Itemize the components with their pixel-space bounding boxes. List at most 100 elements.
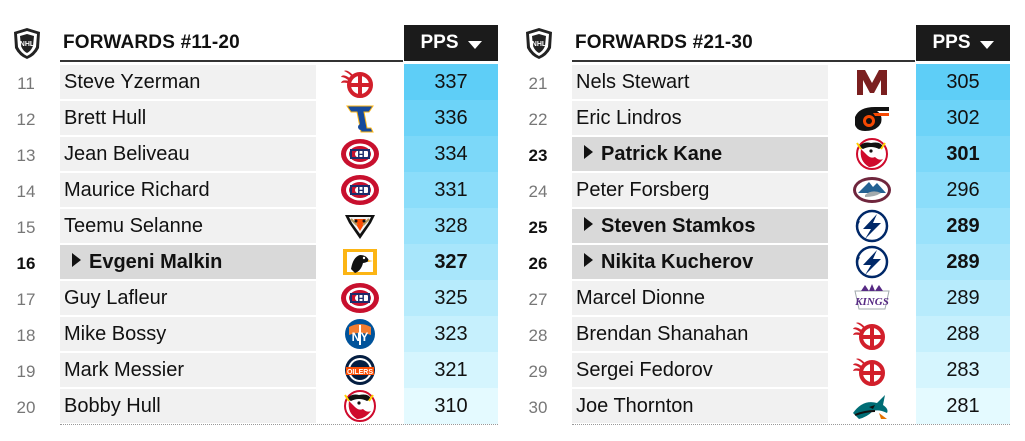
player-name-cell: Mark Messier bbox=[60, 353, 316, 387]
rank-number: 26 bbox=[528, 254, 548, 273]
player-row[interactable]: 13 Jean Beliveau H 334 bbox=[0, 136, 498, 172]
player-name: Teemu Selanne bbox=[64, 215, 203, 237]
svg-text:H: H bbox=[357, 186, 364, 197]
pps-value: 337 bbox=[404, 64, 498, 100]
player-row[interactable]: 26 Nikita Kucherov 289 bbox=[512, 244, 1010, 280]
player-row[interactable]: 22 Eric Lindros 302 bbox=[512, 100, 1010, 136]
expand-arrow-icon[interactable] bbox=[584, 253, 593, 267]
player-name: Brendan Shanahan bbox=[576, 323, 749, 345]
player-name: Eric Lindros bbox=[576, 107, 682, 129]
panel-title: FORWARDS #11-20 bbox=[63, 32, 240, 53]
player-row[interactable]: 12 Brett Hull 336 bbox=[0, 100, 498, 136]
team-logo-cell bbox=[832, 208, 912, 244]
player-name-wrap: Jean Beliveau bbox=[64, 137, 190, 171]
rank-number: 18 bbox=[16, 326, 36, 345]
svg-text:OILERS: OILERS bbox=[347, 369, 373, 376]
player-row[interactable]: 24 Peter Forsberg 296 bbox=[512, 172, 1010, 208]
pps-sort-header[interactable]: PPS bbox=[404, 25, 498, 61]
player-name: Jean Beliveau bbox=[64, 143, 190, 165]
player-row[interactable]: 17 Guy Lafleur H 325 bbox=[0, 280, 498, 316]
blackhawks-icon bbox=[344, 390, 376, 422]
player-row[interactable]: 20 Bobby Hull 310 bbox=[0, 388, 498, 424]
svg-text:NHL: NHL bbox=[532, 41, 547, 48]
rank-number: 27 bbox=[528, 290, 548, 309]
player-row[interactable]: 16 Evgeni Malkin 327 bbox=[0, 244, 498, 280]
rank-number: 12 bbox=[16, 110, 36, 129]
player-name: Nels Stewart bbox=[576, 71, 690, 93]
player-name-cell: Marcel Dionne bbox=[572, 281, 828, 315]
expand-arrow-icon[interactable] bbox=[584, 217, 593, 231]
player-name-wrap[interactable]: Evgeni Malkin bbox=[72, 245, 222, 279]
player-name-cell: Maurice Richard bbox=[60, 173, 316, 207]
player-row[interactable]: 23 Patrick Kane 301 bbox=[512, 136, 1010, 172]
lightning-icon bbox=[855, 209, 889, 243]
team-logo-cell bbox=[832, 352, 912, 388]
player-row[interactable]: 27 Marcel Dionne KINGS 289 bbox=[512, 280, 1010, 316]
player-name: Marcel Dionne bbox=[576, 287, 705, 309]
svg-text:H: H bbox=[357, 294, 364, 305]
red-wings-icon bbox=[853, 358, 885, 386]
rank-number: 28 bbox=[528, 326, 548, 345]
player-name-wrap: Steve Yzerman bbox=[64, 65, 200, 99]
pps-value: 336 bbox=[404, 100, 498, 136]
player-name: Steve Yzerman bbox=[64, 71, 201, 93]
pps-value: 289 bbox=[916, 208, 1010, 244]
team-logo-cell: H bbox=[320, 172, 400, 208]
rank-number: 24 bbox=[528, 182, 548, 201]
player-name-wrap[interactable]: Steven Stamkos bbox=[584, 209, 756, 243]
rank-number: 22 bbox=[528, 110, 548, 129]
player-name: Peter Forsberg bbox=[576, 179, 710, 201]
player-name-wrap: Maurice Richard bbox=[64, 173, 210, 207]
rank-number: 14 bbox=[16, 182, 36, 201]
team-logo-cell bbox=[320, 100, 400, 136]
player-row[interactable]: 30 Joe Thornton 281 bbox=[512, 388, 1010, 424]
player-row[interactable]: 18 Mike Bossy NY 323 bbox=[0, 316, 498, 352]
player-row[interactable]: 19 Mark Messier OILERS 321 bbox=[0, 352, 498, 388]
player-name-cell: Steven Stamkos bbox=[572, 209, 828, 243]
flyers-icon bbox=[855, 107, 889, 131]
pps-value: 328 bbox=[404, 208, 498, 244]
rank-number: 23 bbox=[528, 146, 548, 165]
player-row[interactable]: 28 Brendan Shanahan 288 bbox=[512, 316, 1010, 352]
player-name-cell: Eric Lindros bbox=[572, 101, 828, 135]
player-name: Brett Hull bbox=[64, 107, 147, 129]
rank-number: 21 bbox=[528, 74, 548, 93]
player-name-wrap[interactable]: Nikita Kucherov bbox=[584, 245, 753, 279]
sort-desc-icon bbox=[467, 40, 482, 49]
player-row[interactable]: 11 Steve Yzerman 337 bbox=[0, 64, 498, 100]
player-row[interactable]: 25 Steven Stamkos 289 bbox=[512, 208, 1010, 244]
player-name-cell: Teemu Selanne bbox=[60, 209, 316, 243]
player-name-wrap[interactable]: Patrick Kane bbox=[584, 137, 722, 171]
pps-sort-header[interactable]: PPS bbox=[916, 25, 1010, 61]
player-row[interactable]: 15 Teemu Selanne 328 bbox=[0, 208, 498, 244]
rank-number: 19 bbox=[16, 362, 36, 381]
nhl-shield-icon: NHL bbox=[526, 28, 552, 59]
canadiens-icon: H bbox=[341, 175, 379, 205]
team-logo-cell bbox=[832, 244, 912, 280]
player-name-wrap: Eric Lindros bbox=[576, 101, 682, 135]
player-row[interactable]: 14 Maurice Richard H 331 bbox=[0, 172, 498, 208]
pps-value: 288 bbox=[916, 316, 1010, 352]
expand-arrow-icon[interactable] bbox=[584, 145, 593, 159]
expand-arrow-icon[interactable] bbox=[72, 253, 81, 267]
player-name: Evgeni Malkin bbox=[89, 251, 223, 273]
kings-icon: KINGS bbox=[854, 284, 890, 310]
rank-number: 15 bbox=[16, 218, 36, 237]
player-name: Sergei Fedorov bbox=[576, 359, 713, 381]
player-row[interactable]: 21 Nels Stewart 305 bbox=[512, 64, 1010, 100]
player-name-wrap: Brett Hull bbox=[64, 101, 146, 135]
rank-number: 17 bbox=[16, 290, 36, 309]
rank-number: 30 bbox=[528, 398, 548, 417]
pps-value: 323 bbox=[404, 316, 498, 352]
pps-value: 305 bbox=[916, 64, 1010, 100]
player-name-wrap: Guy Lafleur bbox=[64, 281, 167, 315]
team-logo-cell: H bbox=[320, 280, 400, 316]
player-name-wrap: Brendan Shanahan bbox=[576, 317, 748, 351]
player-row[interactable]: 29 Sergei Fedorov 283 bbox=[512, 352, 1010, 388]
player-name: Nikita Kucherov bbox=[601, 251, 754, 273]
player-name-wrap: Mike Bossy bbox=[64, 317, 166, 351]
nhl-shield-icon: NHL bbox=[14, 28, 40, 59]
title-underline bbox=[572, 60, 915, 62]
player-name: Patrick Kane bbox=[601, 143, 723, 165]
player-name-cell: Brendan Shanahan bbox=[572, 317, 828, 351]
